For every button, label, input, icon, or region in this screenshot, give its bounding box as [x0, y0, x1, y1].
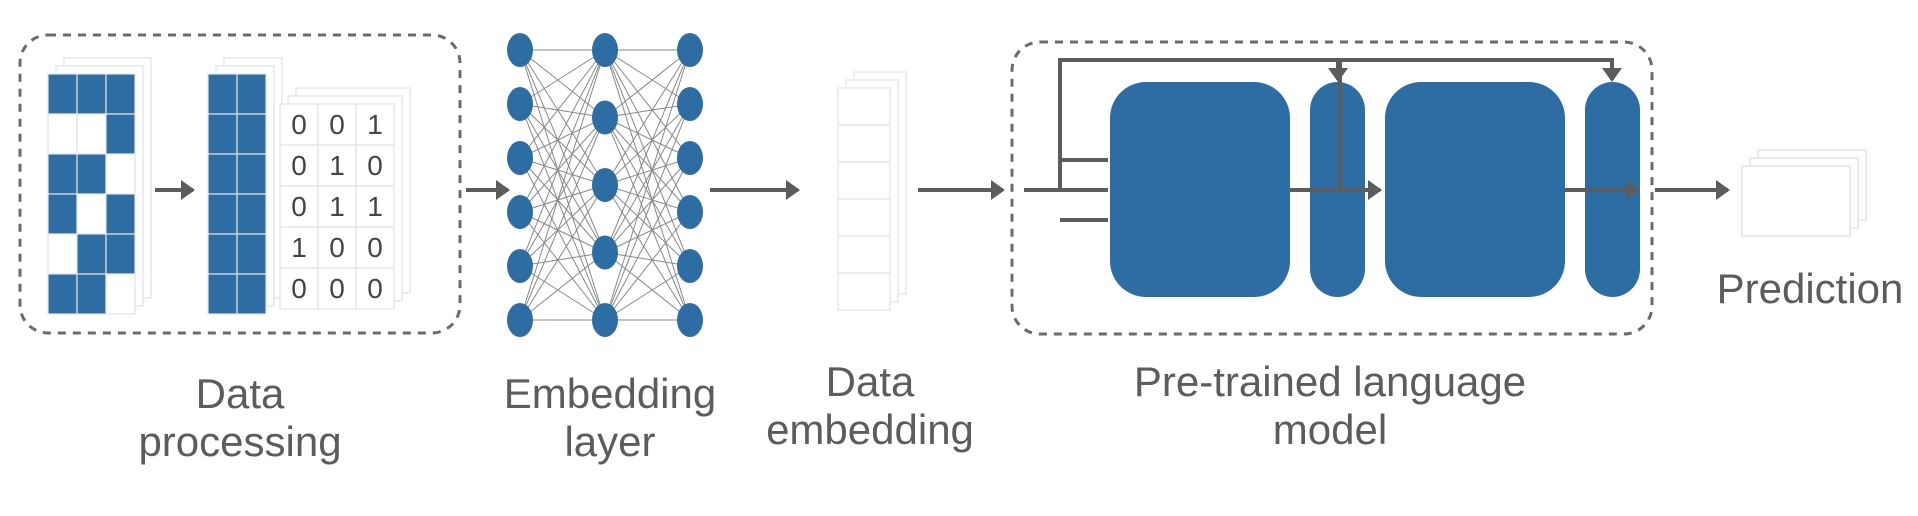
binary-table-value: 1 — [367, 109, 383, 140]
lm-block-big1 — [1110, 82, 1290, 297]
binary-table: 001010011100000 — [280, 104, 394, 309]
input-grid — [48, 74, 135, 314]
binary-table-value: 0 — [329, 273, 345, 304]
data-embedding-label: Dataembedding — [766, 358, 974, 453]
prediction-label: Prediction — [1717, 265, 1904, 312]
binary-table-value: 0 — [291, 109, 307, 140]
binary-table-value: 0 — [367, 232, 383, 263]
lm-label: Pre-trained languagemodel — [1134, 358, 1526, 453]
binary-table-value: 0 — [367, 150, 383, 181]
binary-table-value: 1 — [367, 191, 383, 222]
prediction-card — [1742, 166, 1850, 236]
binary-table-value: 1 — [329, 150, 345, 181]
binary-table-value: 0 — [291, 191, 307, 222]
binary-table-value: 1 — [291, 232, 307, 263]
nn-nodes — [507, 33, 703, 337]
lm-block-big2 — [1385, 82, 1565, 297]
binary-table-value: 0 — [329, 109, 345, 140]
binary-table-value: 0 — [367, 273, 383, 304]
embedding-vector — [838, 88, 890, 310]
encoded-grid — [208, 74, 266, 314]
binary-table-value: 1 — [329, 191, 345, 222]
binary-table-value: 0 — [329, 232, 345, 263]
embedding-layer-label: Embeddinglayer — [504, 370, 716, 465]
binary-table-value: 0 — [291, 273, 307, 304]
binary-table-value: 0 — [291, 150, 307, 181]
data-processing-label: Dataprocessing — [138, 370, 341, 465]
